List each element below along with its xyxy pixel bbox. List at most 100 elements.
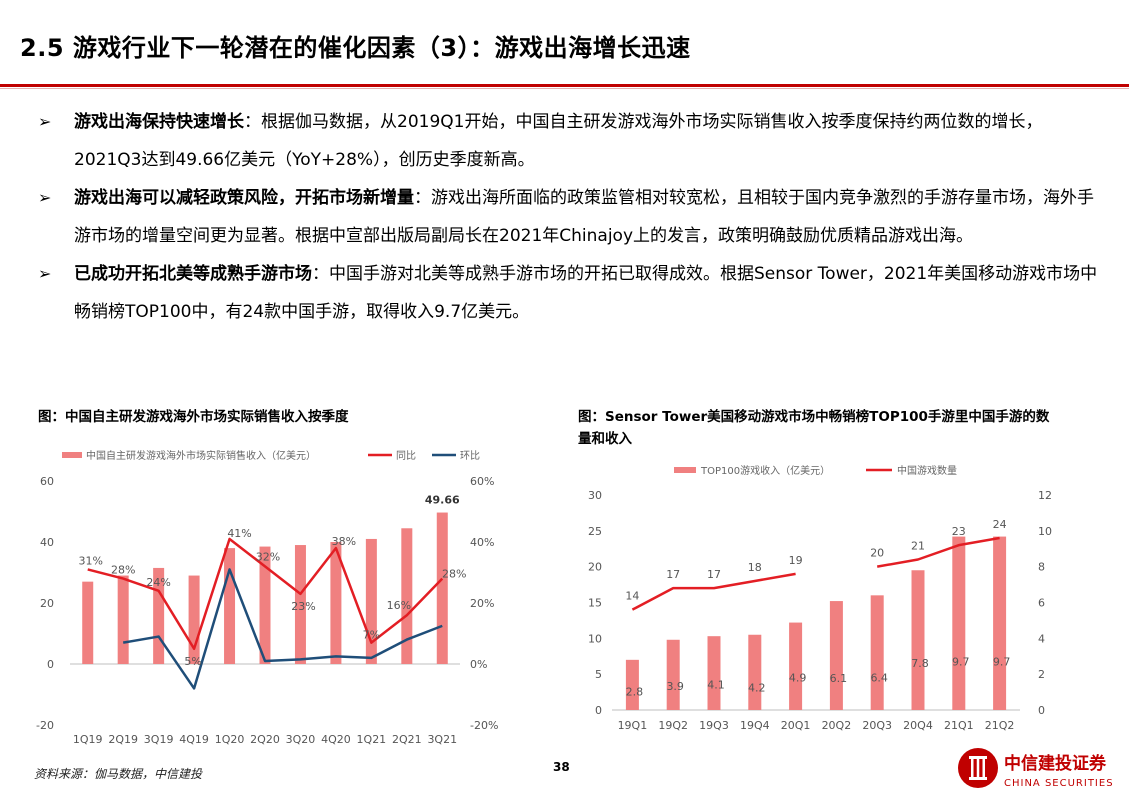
line-data-label: 19 xyxy=(789,554,803,567)
line-data-label: 41% xyxy=(227,527,251,540)
y-tick-label: 20 xyxy=(40,597,54,610)
bar xyxy=(401,528,413,664)
bullet-item: ➢ 已成功开拓北美等成熟手游市场：中国手游对北美等成熟手游市场的开拓已取得成效。… xyxy=(38,255,1098,331)
y2-tick-label: 6 xyxy=(1038,597,1045,610)
y2-tick-label: 0 xyxy=(1038,704,1045,717)
y-tick-label: 0 xyxy=(595,704,602,717)
line-data-label: 5% xyxy=(184,655,201,668)
y-tick-label: 40 xyxy=(40,536,54,549)
bar-data-label: 49.66 xyxy=(425,494,460,507)
series-line-qoq xyxy=(122,568,443,690)
bar-data-label: 4.1 xyxy=(707,679,725,692)
bullet-heading: 已成功开拓北美等成熟手游市场 xyxy=(74,264,312,284)
y-tick-label: 20 xyxy=(588,561,602,574)
chart1-title: 图：中国自主研发游戏海外市场实际销售收入按季度 xyxy=(38,409,349,425)
bar xyxy=(82,581,94,664)
y2-tick-label: 2 xyxy=(1038,668,1045,681)
x-tick-label: 4Q20 xyxy=(321,733,351,746)
x-tick-label: 19Q2 xyxy=(658,719,688,732)
bar-data-label: 2.8 xyxy=(626,686,644,699)
x-tick-label: 1Q21 xyxy=(357,733,387,746)
x-tick-label: 20Q2 xyxy=(822,719,852,732)
logo-en-text: CHINA SECURITIES xyxy=(1004,778,1114,789)
bar-data-label: 6.1 xyxy=(830,672,848,685)
x-tick-label: 20Q1 xyxy=(781,719,811,732)
bar-data-label: 6.4 xyxy=(870,671,888,684)
chart2-title: 图：Sensor Tower美国移动游戏市场中畅销榜TOP100手游里中国手游的… xyxy=(578,409,1050,447)
chart2-svg: TOP100游戏收入（亿美元） 中国游戏数量3025201510501210864… xyxy=(588,464,1052,732)
bar xyxy=(294,545,306,664)
bar xyxy=(436,512,448,664)
line-data-label: 28% xyxy=(111,564,135,577)
y-tick-label: 60 xyxy=(40,475,54,488)
line-data-label: 24 xyxy=(993,518,1007,531)
page-title: 2.5 游戏行业下一轮潜在的催化因素（3）：游戏出海增长迅速 xyxy=(20,34,691,62)
y2-tick-label: 4 xyxy=(1038,632,1045,645)
legend-label: 中国游戏数量 xyxy=(897,464,957,477)
bar-data-label: 3.9 xyxy=(666,680,684,693)
legend-label: TOP100游戏收入（亿美元） xyxy=(700,464,830,477)
x-tick-label: 1Q19 xyxy=(73,733,103,746)
x-tick-label: 4Q19 xyxy=(179,733,209,746)
bar xyxy=(365,538,377,664)
bar-data-label: 9.7 xyxy=(993,656,1011,669)
x-tick-label: 21Q1 xyxy=(944,719,974,732)
bar xyxy=(829,601,843,710)
line-data-label: 18 xyxy=(748,561,762,574)
arrow-bullet-icon: ➢ xyxy=(38,264,52,283)
x-tick-label: 20Q4 xyxy=(903,719,933,732)
line-data-label: 32% xyxy=(256,550,280,563)
bar xyxy=(993,536,1007,710)
bar xyxy=(188,575,200,664)
bar-data-label: 9.7 xyxy=(952,656,970,669)
chart1-svg: 中国自主研发游戏海外市场实际销售收入（亿美元） 同比 环比 60 40 20 0 -20 60%… xyxy=(36,449,498,746)
y2-tick-label: 60% xyxy=(470,475,494,488)
bar xyxy=(748,634,762,710)
bullet-heading: 游戏出海保持快速增长 xyxy=(74,112,244,132)
line-data-label: 23 xyxy=(952,525,966,538)
bar xyxy=(625,659,639,710)
legend-swatch-bar xyxy=(674,467,696,473)
series-line-count xyxy=(631,572,796,611)
title-divider xyxy=(0,84,1129,87)
y2-tick-label: 8 xyxy=(1038,561,1045,574)
bullet-list: ➢ 游戏出海保持快速增长：根据伽马数据，从2019Q1开始，中国自主研发游戏海外… xyxy=(38,103,1098,331)
page-number: 38 xyxy=(553,760,570,774)
line-data-label: 14 xyxy=(625,590,639,603)
x-tick-label: 3Q19 xyxy=(144,733,174,746)
x-tick-label: 2Q20 xyxy=(250,733,280,746)
source-note: 资料来源：伽马数据，中信建投 xyxy=(34,767,203,781)
series-line-yoy xyxy=(87,537,444,650)
legend-swatch-bar xyxy=(62,452,82,458)
y2-tick-label: 12 xyxy=(1038,489,1052,502)
x-tick-label: 2Q19 xyxy=(108,733,138,746)
bullet-text: ：中国手游对北美等成熟手游市场的开拓已取得成效。根据Sensor Tower，2… xyxy=(74,264,1098,322)
bar xyxy=(259,546,271,664)
bar-data-label: 4.2 xyxy=(748,681,766,694)
bullet-item: ➢ 游戏出海保持快速增长：根据伽马数据，从2019Q1开始，中国自主研发游戏海外… xyxy=(38,103,1098,179)
bar xyxy=(153,567,165,664)
x-tick-label: 20Q3 xyxy=(862,719,892,732)
x-tick-label: 3Q21 xyxy=(427,733,457,746)
y-tick-label: 30 xyxy=(588,489,602,502)
x-tick-label: 19Q3 xyxy=(699,719,729,732)
line-data-label: 7% xyxy=(363,629,380,642)
line-data-label: 24% xyxy=(146,576,170,589)
line-data-label: 38% xyxy=(332,535,356,548)
legend-label: 环比 xyxy=(460,450,480,462)
line-data-label: 17 xyxy=(666,568,680,581)
line-data-label: 17 xyxy=(707,568,721,581)
x-tick-label: 19Q1 xyxy=(618,719,648,732)
legend-label: 中国自主研发游戏海外市场实际销售收入（亿美元） xyxy=(86,449,316,462)
bar xyxy=(707,636,721,710)
y2-tick-label: -20% xyxy=(470,719,498,732)
y-tick-label: 0 xyxy=(47,658,54,671)
company-logo-mark: 中信建投证券 CHINA SECURITIES xyxy=(958,748,1114,789)
y-tick-label: -20 xyxy=(36,719,54,732)
line-data-label: 31% xyxy=(79,554,103,567)
bar xyxy=(911,570,925,710)
y-tick-label: 25 xyxy=(588,525,602,538)
bar xyxy=(789,622,803,710)
y2-tick-label: 10 xyxy=(1038,525,1052,538)
y-tick-label: 5 xyxy=(595,668,602,681)
